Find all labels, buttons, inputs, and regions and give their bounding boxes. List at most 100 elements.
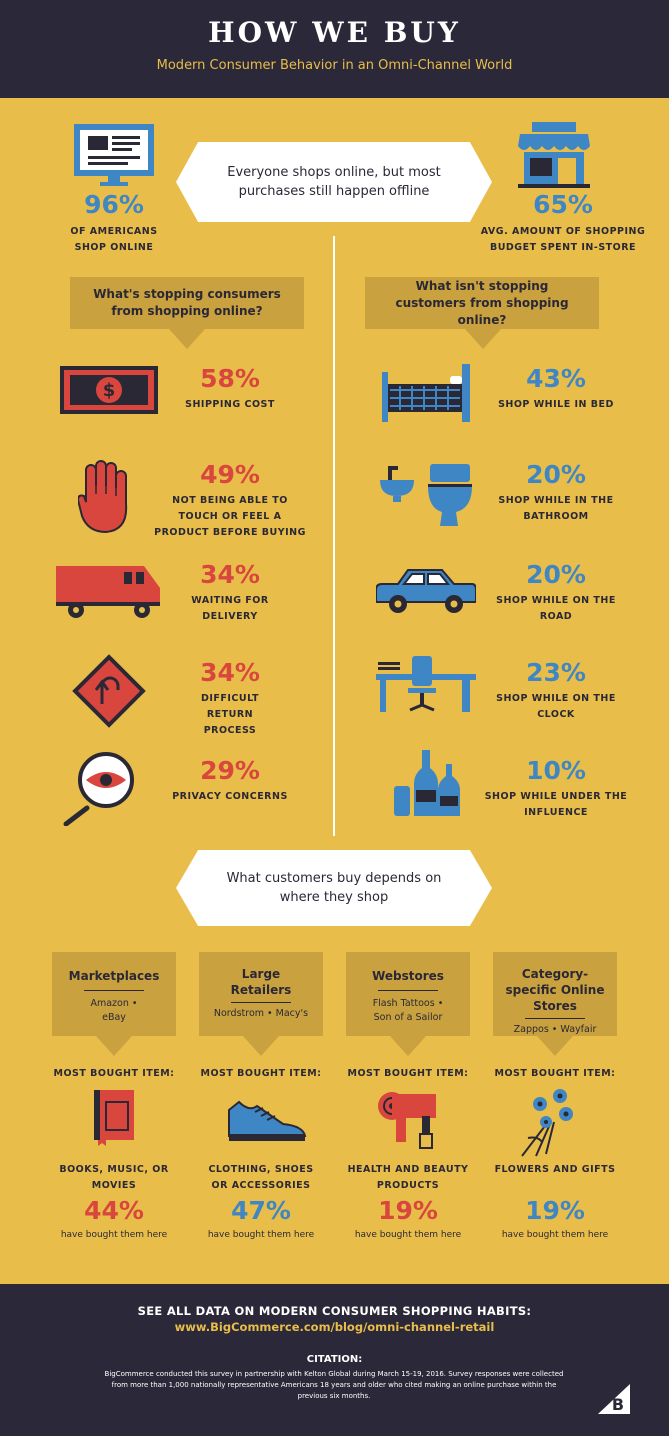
channel-4-item: FLOWERS AND GIFTS [494,1164,616,1175]
channel-4-title: Category-specific Online Stores [505,967,605,1013]
place-5-value: 10% [526,756,586,785]
place-2-value: 20% [526,460,586,489]
channel-1-suffix: have bought them here [60,1230,168,1240]
channel-1-title: Marketplaces [68,969,160,983]
footer: SEE ALL DATA ON MODERN CONSUMER SHOPPING… [0,1284,669,1436]
barrier-5: 29% PRIVACY CONCERNS [160,756,300,805]
channel-3-item: HEALTH AND BEAUTY PRODUCTS [347,1164,469,1191]
place-3-value: 20% [526,560,586,589]
channel-4-value: 19% [525,1196,585,1225]
channel-1-examples: Amazon • eBay [90,998,138,1023]
page-title: HOW WE BUY [208,16,461,49]
online-shoppers-label: OF AMERICANS SHOP ONLINE [70,226,158,253]
barrier-4: 34% DIFFICULT RETURN PROCESS [160,658,300,739]
barrier-3-value: 34% [200,560,260,589]
car-icon [376,569,476,613]
barrier-5-value: 29% [200,756,260,785]
svg-text:B: B [612,1395,624,1414]
channel-1-divider [84,990,144,991]
channel-2-pointer [243,1036,279,1056]
question-left: What's stopping consumers from shopping … [70,277,304,329]
online-shoppers-value: 96% [84,190,144,219]
hand-icon [78,460,128,534]
channel-1-value: 44% [84,1196,144,1225]
channel-3-value: 19% [378,1196,438,1225]
place-3: 20% SHOP WHILE ON THE ROAD [486,560,626,625]
place-4-value: 23% [526,658,586,687]
footer-url-link[interactable]: www.BigCommerce.com/blog/omni-channel-re… [174,1320,495,1334]
channel-3-pointer [390,1036,426,1056]
footer-cta: SEE ALL DATA ON MODERN CONSUMER SHOPPING… [137,1304,532,1318]
channel-2-most-bought-label: MOST BOUGHT ITEM: [200,1068,322,1079]
channel-2-divider [231,1002,291,1003]
citation-text: BigCommerce conducted this survey in par… [104,1370,564,1400]
place-4-label: SHOP WHILE ON THE CLOCK [496,693,616,720]
channel-1-most-bought-label: MOST BOUGHT ITEM: [53,1068,175,1079]
barrier-3: 34% WAITING FOR DELIVERY [160,560,300,625]
header: HOW WE BUY Modern Consumer Behavior in a… [0,0,669,98]
book-icon [94,1090,134,1146]
channel-4-examples: Zappos • Wayfair [513,1024,597,1035]
channel-card-3: Webstores Flash Tattoos • Son of a Sailo… [346,952,470,1036]
store-icon [518,122,590,188]
citation-title: CITATION: [306,1354,363,1365]
place-1-value: 43% [526,364,586,393]
dollar-bill-icon: $ [60,366,158,414]
place-2: 20% SHOP WHILE IN THE BATHROOM [486,460,626,525]
shoe-icon [228,1100,307,1141]
magnifier-eye-icon [63,752,134,826]
barrier-2-label: NOT BEING ABLE TO TOUCH OR FEEL A PRODUC… [154,495,306,538]
barrier-2-value: 49% [200,460,260,489]
place-3-label: SHOP WHILE ON THE ROAD [496,595,616,622]
channel-4-divider [525,1018,585,1019]
channel-4-most-bought-label: MOST BOUGHT ITEM: [494,1068,616,1079]
channels-banner: What customers buy depends on where they… [176,850,492,926]
bigcommerce-logo-icon: B [598,1384,630,1414]
channel-3-title: Webstores [372,969,444,983]
channel-3-examples: Flash Tattoos • Son of a Sailor [372,998,444,1023]
hairdryer-icon [378,1092,436,1149]
computer-icon [74,124,154,186]
channel-4-suffix: have bought them here [501,1230,609,1240]
channel-2-value: 47% [231,1196,291,1225]
channel-1-item: BOOKS, MUSIC, OR MOVIES [59,1164,169,1191]
channel-card-1: Marketplaces Amazon • eBay [52,952,176,1036]
channel-card-4: Category-specific Online Stores Zappos •… [493,952,617,1036]
channel-3-most-bought-label: MOST BOUGHT ITEM: [347,1068,469,1079]
channel-card-2: Large Retailers Nordstrom • Macy's [199,952,323,1036]
place-2-label: SHOP WHILE IN THE BATHROOM [498,495,614,522]
channel-4-pointer [537,1036,573,1056]
page-subtitle: Modern Consumer Behavior in an Omni-Chan… [156,58,513,73]
place-4: 23% SHOP WHILE ON THE CLOCK [486,658,626,723]
return-sign-icon [72,654,146,728]
barrier-1-label: SHIPPING COST [185,399,275,410]
channel-2-item: CLOTHING, SHOES OR ACCESSORIES [208,1164,314,1191]
barrier-1-value: 58% [200,364,260,393]
place-1-label: SHOP WHILE IN BED [498,399,614,410]
place-5-label: SHOP WHILE UNDER THE INFLUENCE [484,791,628,818]
channel-3-suffix: have bought them here [354,1230,462,1240]
channel-2-examples: Nordstrom • Macy's [213,1008,309,1019]
question-right-pointer [465,329,501,349]
place-1: 43% SHOP WHILE IN BED [486,364,626,413]
barrier-2: 49% NOT BEING ABLE TO TOUCH OR FEEL A PR… [152,460,308,541]
place-5: 10% SHOP WHILE UNDER THE INFLUENCE [484,756,628,821]
barrier-5-label: PRIVACY CONCERNS [172,791,288,802]
question-left-pointer [169,329,205,349]
question-right: What isn't stopping customers from shopp… [365,277,599,329]
intro-banner: Everyone shops online, but most purchase… [176,142,492,222]
in-store-value: 65% [533,190,593,219]
svg-text:$: $ [103,380,116,401]
center-divider [333,236,335,836]
barrier-3-label: WAITING FOR DELIVERY [191,595,269,622]
channel-2-suffix: have bought them here [207,1230,315,1240]
barrier-1: 58% SHIPPING COST [160,364,300,413]
barrier-4-value: 34% [200,658,260,687]
flowers-icon [521,1089,573,1157]
bottles-icon [394,750,460,816]
channel-2-title: Large Retailers [230,967,292,997]
delivery-truck-icon [56,566,160,618]
in-store-label: AVG. AMOUNT OF SHOPPING BUDGET SPENT IN-… [480,226,646,253]
desk-icon [376,656,476,712]
bathroom-icon [380,464,472,526]
